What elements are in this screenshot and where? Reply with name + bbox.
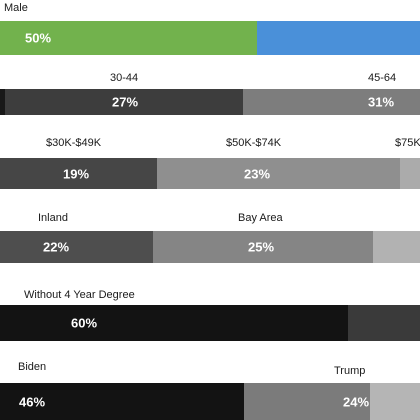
bar-age-45-64: 31% [243,89,420,115]
label-trump: Trump [334,365,366,377]
row-gender: 50% [0,21,420,55]
label-45-64: 45-64 [368,72,397,84]
bar-region-other [373,231,420,263]
bar-income-30k-49k: 19% [0,158,157,189]
row-income: 19% 23% [0,158,420,189]
row-vote: 46% 24% [0,383,420,420]
bar-income-75k [400,158,420,189]
value-income-30k-49k: 19% [62,166,90,181]
bar-region-bay-area: 25% [153,231,373,263]
row-region: 22% 25% [0,231,420,263]
label-without-4-year-degree: Without 4 Year Degree [24,289,135,301]
label-bay-area: Bay Area [238,212,283,224]
bar-vote-other [370,383,420,420]
value-age-30-44: 27% [111,94,139,110]
value-biden: 46% [18,394,46,409]
row-age: 27% 31% [0,89,420,115]
bar-with-degree [348,305,420,341]
row-education: 60% [0,305,420,341]
value-income-50k-74k: 23% [243,166,271,181]
value-trump: 24% [342,394,370,409]
bar-region-inland: 22% [0,231,153,263]
value-age-45-64: 31% [367,94,395,110]
label-biden: Biden [18,361,47,373]
bar-female [257,21,420,55]
bar-age-18-29 [0,89,5,115]
label-30-44: 30-44 [110,72,139,84]
bar-income-50k-74k: 23% [157,158,400,189]
label-50k-74k: $50K-$74K [226,137,282,149]
bar-age-30-44: 27% [5,89,243,115]
value-region-bay-area: 25% [247,239,275,255]
value-male: 50% [24,30,52,46]
bar-trump: 24% [244,383,370,420]
label-75k: $75K [395,137,420,149]
label-inland: Inland [38,212,68,224]
bar-biden: 46% [0,383,244,420]
bar-male: 50% [0,21,257,55]
label-30k-49k: $30K-$49K [46,137,102,149]
label-male: Male [4,2,28,14]
bar-without-degree: 60% [0,305,348,341]
value-region-inland: 22% [42,239,70,255]
value-without-degree: 60% [70,315,98,331]
